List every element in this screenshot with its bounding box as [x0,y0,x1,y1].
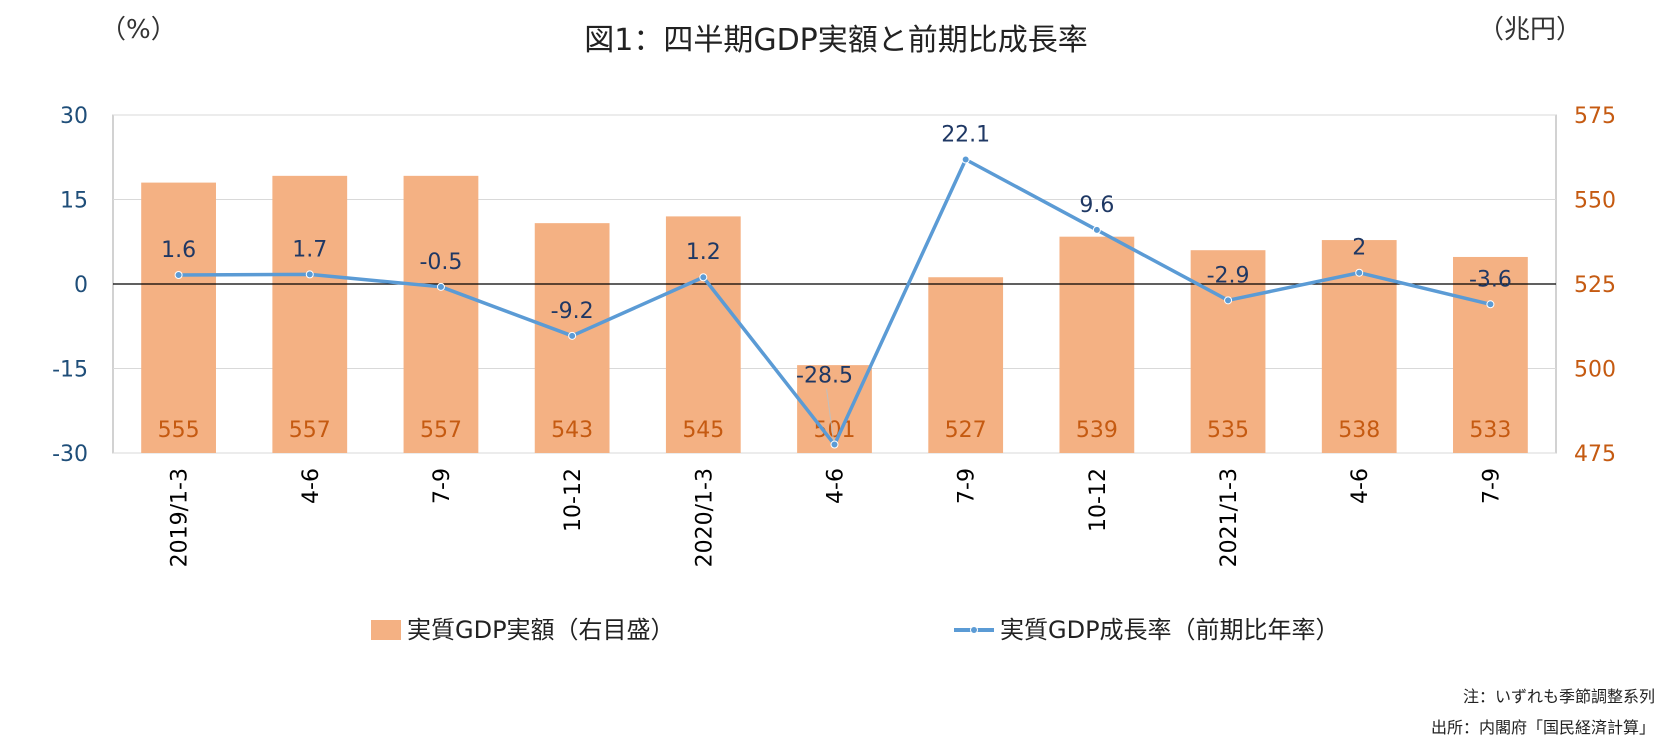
line-point [699,273,708,282]
x-tick-label: 7-9 [1479,468,1504,504]
bar-data-label: 527 [945,418,987,443]
right-axis-ticks: 575 550 525 500 475 [1574,104,1616,467]
line-data-label: -2.9 [1207,263,1250,288]
bar [141,182,216,453]
right-tick-label: 475 [1574,442,1616,467]
bar-data-label: 501 [814,418,856,443]
legend: 実質GDP実額（右目盛） 実質GDP成長率（前期比年率） [371,616,1340,644]
right-tick-label: 550 [1574,189,1616,214]
right-axis-unit: （兆円） [1478,15,1582,45]
x-tick-label: 4-6 [824,468,849,504]
line-point [1224,296,1233,305]
bar-data-label: 533 [1469,418,1511,443]
line-data-label: 9.6 [1079,193,1114,218]
legend-bar-swatch [371,620,401,640]
x-tick-label: 4-6 [299,468,324,504]
bar [1453,256,1528,453]
bar [928,277,1004,453]
bar-data-label: 535 [1207,418,1249,443]
note-series: 注：いずれも季節調整系列 [1463,687,1655,706]
left-axis-unit: （%） [100,15,177,45]
legend-item-line: 実質GDP成長率（前期比年率） [954,616,1340,644]
legend-bar-label: 実質GDP実額（右目盛） [407,616,675,644]
bar-data-label: 557 [420,418,462,443]
left-tick-label: 0 [74,273,88,298]
bar-data-label: 555 [158,418,200,443]
left-tick-label: 30 [60,104,88,129]
bar [403,175,479,453]
x-tick-label: 10-12 [561,468,586,532]
chart-title: 図1：四半期GDP実額と前期比成長率 [584,23,1088,58]
line-data-label: 1.6 [161,238,196,263]
legend-line-marker [970,626,978,634]
line-data-label: 1.2 [686,240,721,265]
bar [272,175,348,453]
label-leader-line [826,388,834,441]
x-tick-label: 7-9 [430,468,455,504]
line-point [961,155,970,164]
line-point [1355,268,1364,277]
line-point [436,282,445,291]
line-data-label: 1.7 [292,237,327,262]
bar-series: 555 557 557 543 545 501 527 539 535 538 533 [141,175,1528,453]
legend-line-label: 実質GDP成長率（前期比年率） [1000,616,1340,644]
line-data-label: -0.5 [419,250,462,275]
left-tick-label: -30 [52,442,88,467]
x-tick-label: 10-12 [1086,468,1111,532]
line-point [1092,225,1101,234]
line-point [174,270,183,279]
bar-data-label: 538 [1338,418,1380,443]
x-tick-label: 2019/1-3 [168,468,193,567]
bar [797,365,872,453]
right-tick-label: 575 [1574,104,1616,129]
legend-item-bar: 実質GDP実額（右目盛） [371,616,675,644]
bar-data-label: 543 [551,418,593,443]
line-point [830,440,839,449]
line-data-label: -28.5 [796,364,853,389]
right-tick-label: 500 [1574,358,1616,383]
line-point [568,331,577,340]
left-tick-label: -15 [52,358,88,383]
line-point [1486,300,1495,309]
bar-data-label: 539 [1076,418,1118,443]
line-data-label: -9.2 [551,299,594,324]
line-data-label: -3.6 [1469,267,1512,292]
line-point [305,270,314,279]
left-tick-label: 15 [60,189,88,214]
x-tick-label: 2021/1-3 [1217,468,1242,567]
line-data-label: 22.1 [941,123,990,148]
x-tick-label: 2020/1-3 [692,468,717,567]
x-axis-ticks: 2019/1-3 4-6 7-9 10-12 2020/1-3 4-6 7-9 10-12 20… [168,468,1505,567]
bar-data-label: 545 [682,418,724,443]
note-source: 出所：内閣府「国民経済計算」 [1431,718,1655,737]
right-tick-label: 525 [1574,273,1616,298]
left-axis-ticks: 30 15 0 -15 -30 [52,104,88,467]
bar [1059,236,1135,453]
x-tick-label: 4-6 [1348,468,1373,504]
line-series: 1.6 1.7 -0.5 -9.2 1.2 -28.5 22.1 9.6 -2.9 2 -3.6 [161,123,1512,449]
bar-data-label: 557 [289,418,331,443]
line-data-label: 2 [1352,236,1366,261]
x-tick-label: 7-9 [955,468,980,504]
bar [665,216,741,453]
